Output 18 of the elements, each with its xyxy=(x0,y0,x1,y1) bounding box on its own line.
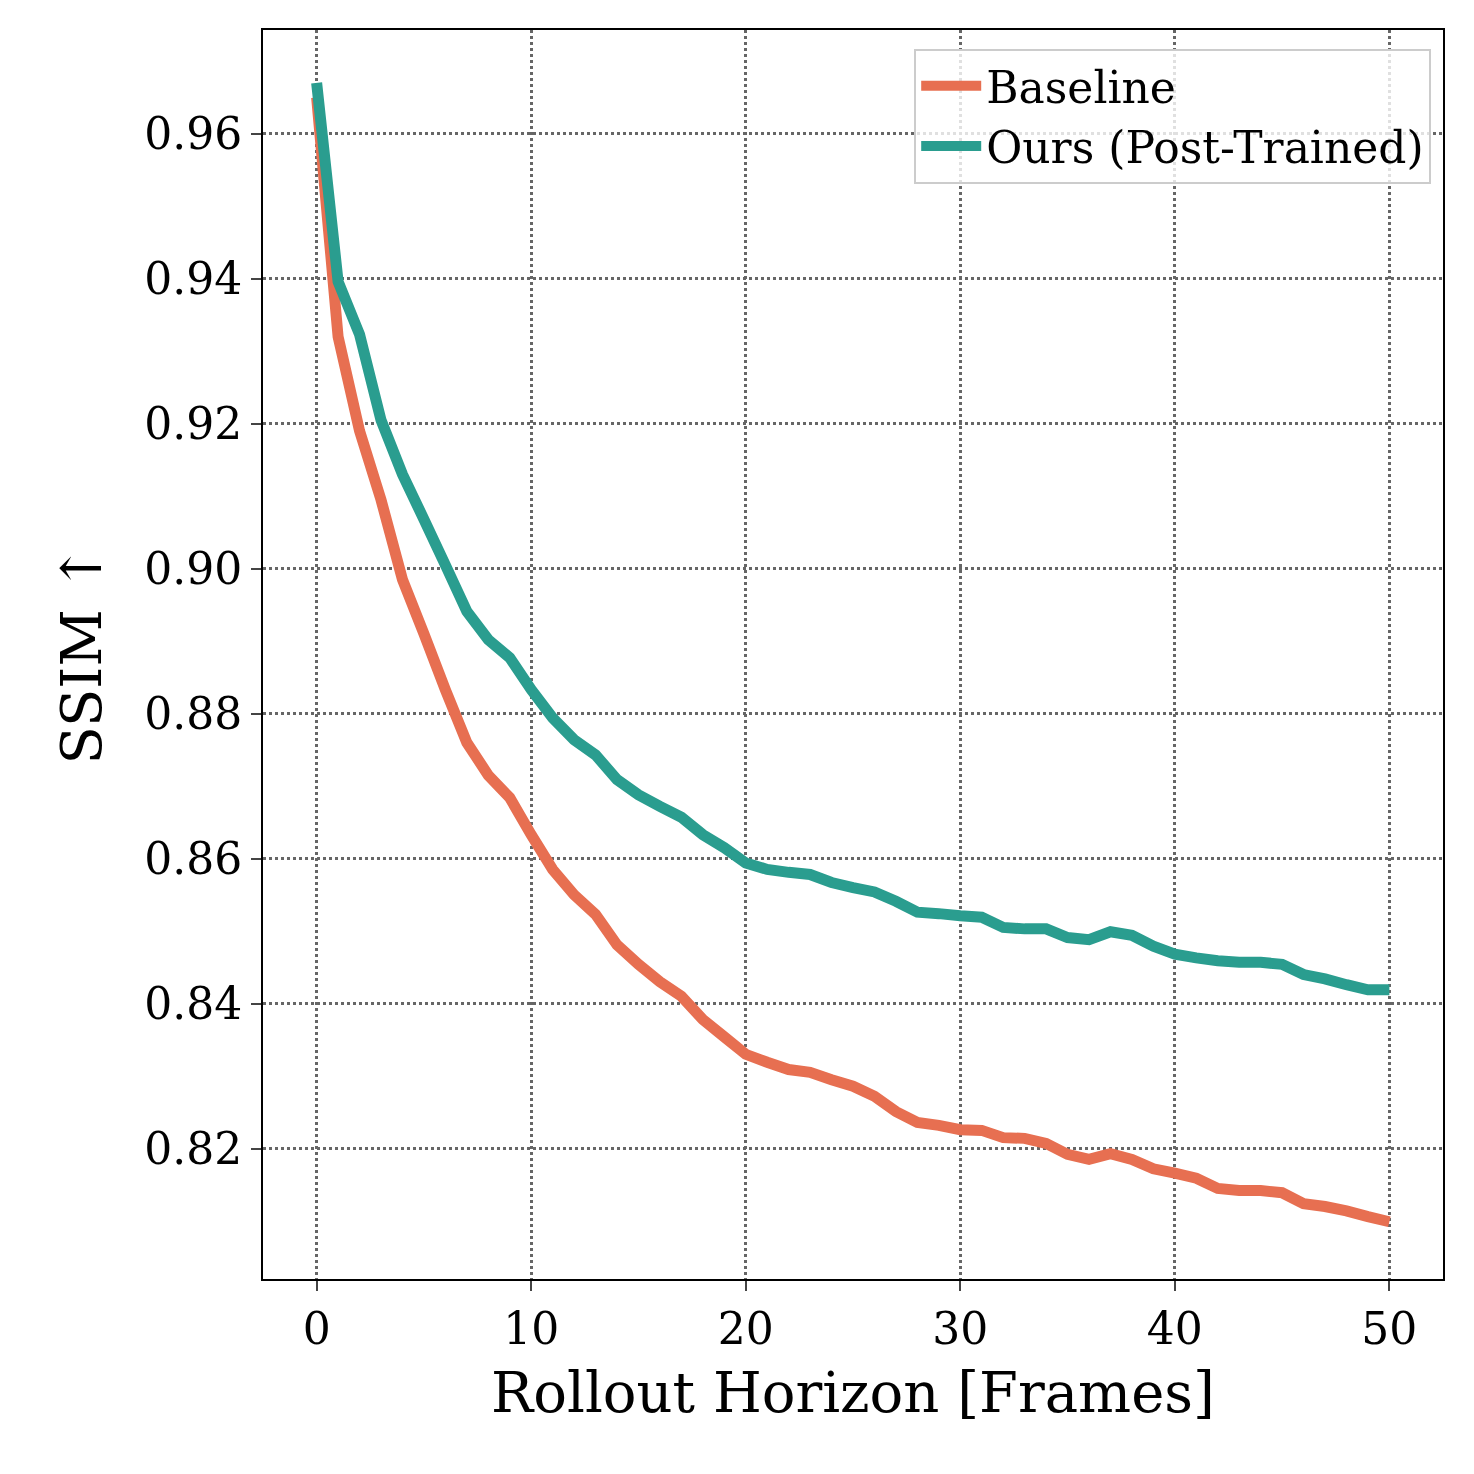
y-tick-label: 0.88 xyxy=(144,687,243,739)
y-tick-label: 0.96 xyxy=(144,108,243,160)
y-tick-label: 0.90 xyxy=(144,543,243,594)
y-axis-title: SSIM ↑ xyxy=(48,544,114,765)
y-tick-label: 0.84 xyxy=(144,977,243,1029)
legend-label: Ours (Post-Trained) xyxy=(986,122,1424,174)
x-tick-label: 10 xyxy=(503,1302,560,1354)
legend-label: Baseline xyxy=(986,61,1176,113)
x-tick-label: 20 xyxy=(717,1302,774,1354)
x-tick-label: 0 xyxy=(302,1302,331,1354)
x-tick-label: 30 xyxy=(932,1302,989,1354)
x-tick-label: 50 xyxy=(1361,1302,1418,1354)
y-tick-label: 0.82 xyxy=(144,1122,243,1174)
y-tick-label: 0.86 xyxy=(144,832,243,884)
x-tick-label: 40 xyxy=(1146,1302,1203,1354)
y-tick-label: 0.92 xyxy=(144,398,243,450)
x-axis-title: Rollout Horizon [Frames] xyxy=(491,1360,1215,1425)
y-tick-label: 0.94 xyxy=(144,253,243,305)
